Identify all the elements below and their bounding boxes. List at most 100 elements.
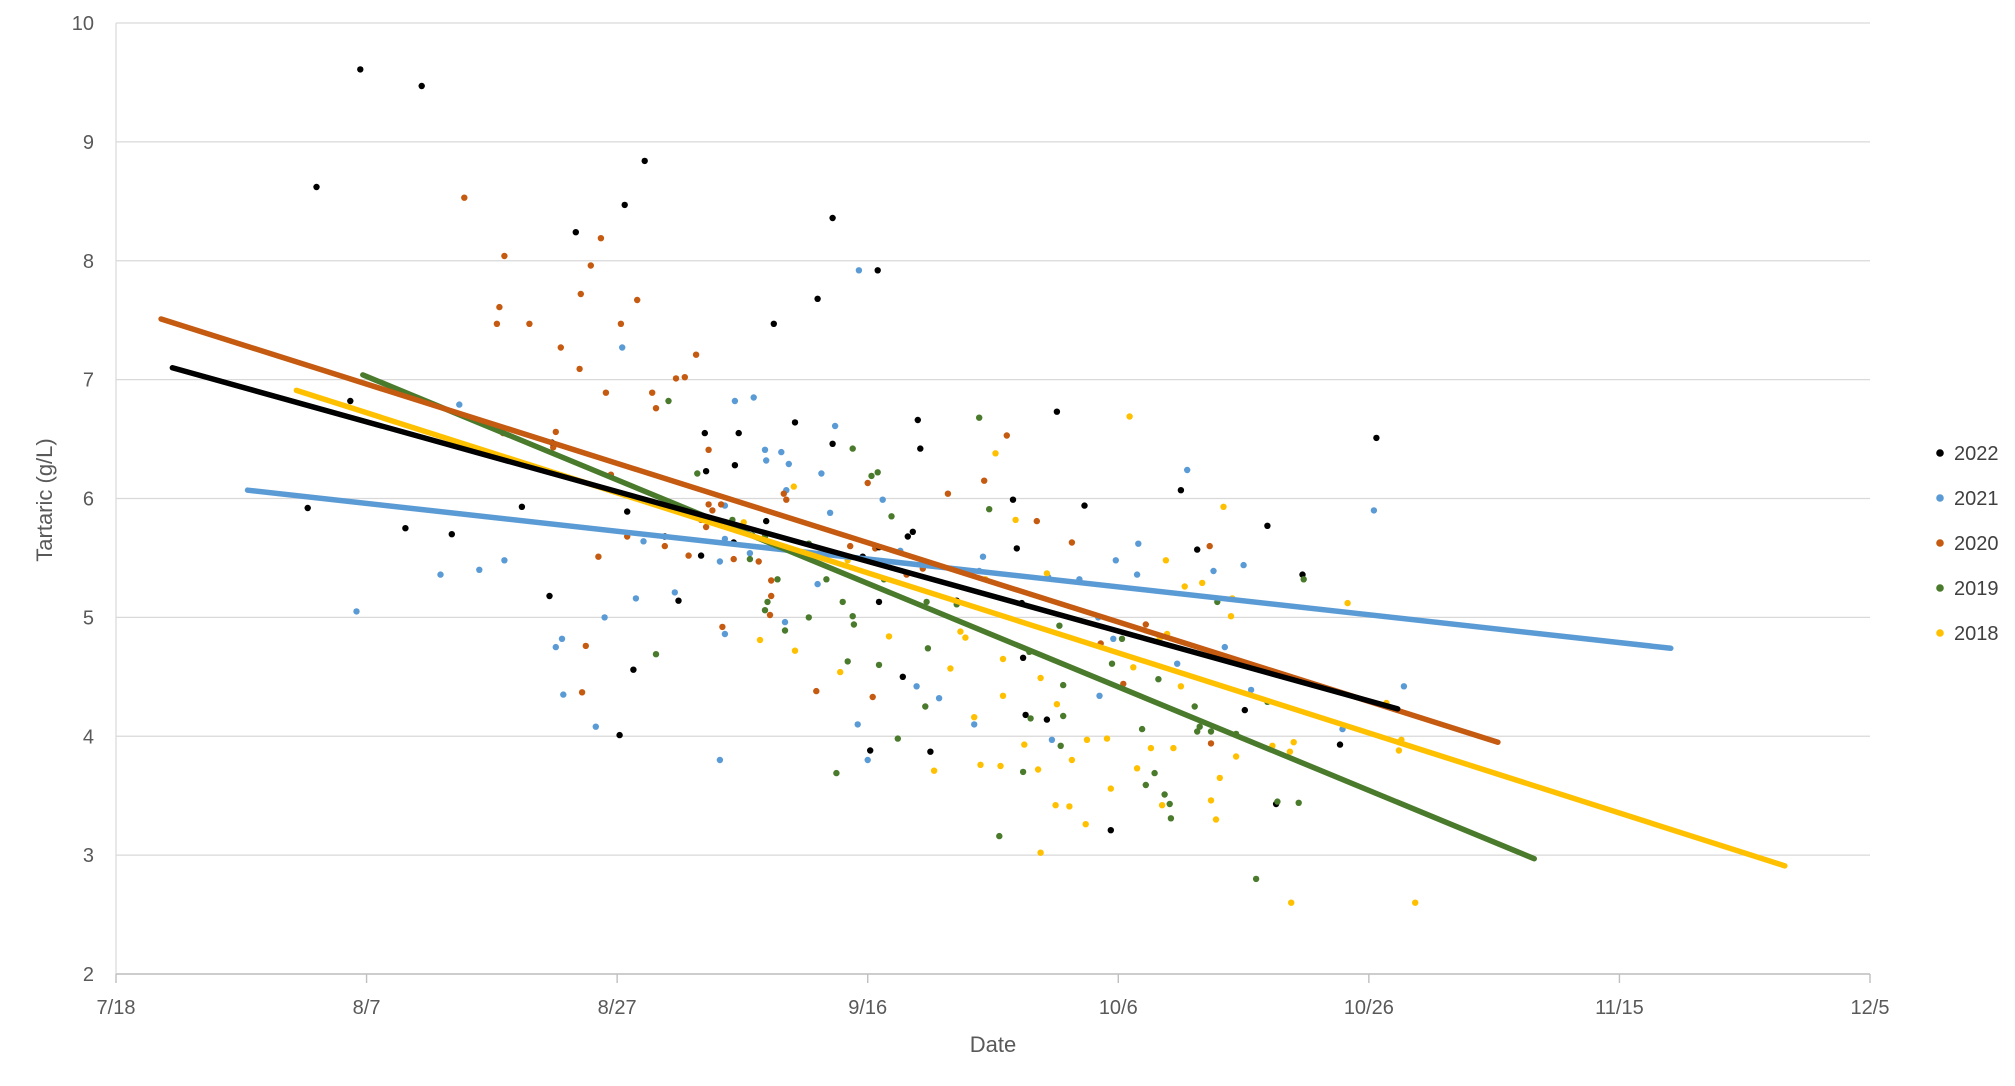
data-point-2022 (1022, 711, 1029, 719)
data-point-2022 (1373, 434, 1380, 442)
legend-label-2022: 2022 (1954, 443, 1999, 465)
legend-label-2021: 2021 (1954, 488, 1999, 510)
data-point-2019 (839, 598, 846, 606)
data-point-2021 (818, 470, 825, 477)
data-point-2020 (780, 490, 787, 497)
data-point-2019 (764, 598, 771, 606)
data-point-2021 (761, 446, 769, 453)
data-point-2018 (1181, 583, 1188, 590)
data-point-2018 (962, 634, 969, 641)
data-point-2019 (1252, 875, 1260, 883)
data-point-2021 (671, 589, 678, 596)
data-point-2021 (560, 691, 567, 698)
data-point-2022 (624, 508, 631, 515)
data-point-2020 (702, 523, 710, 531)
gridlines (116, 22, 1870, 975)
data-point-2018 (1068, 756, 1076, 764)
data-point-2020 (587, 262, 594, 269)
x-tick-label: 8/27 (598, 997, 637, 1019)
data-point-2018 (1037, 849, 1044, 856)
data-point-2022 (1241, 706, 1249, 714)
data-point-2018 (1034, 766, 1042, 773)
data-point-2020 (869, 693, 876, 701)
x-tick-label: 10/26 (1344, 997, 1394, 1019)
data-point-2018 (999, 692, 1007, 699)
data-point-2022 (904, 533, 911, 540)
data-point-2022 (814, 295, 821, 302)
data-point-2019 (1108, 660, 1116, 667)
data-point-2021 (716, 558, 724, 565)
data-point-2019 (849, 613, 856, 620)
legend-marker-2020 (1936, 539, 1944, 547)
data-point-2022 (1177, 487, 1185, 494)
data-point-2022 (829, 214, 836, 222)
data-point-2022 (875, 598, 883, 606)
data-point-2022 (899, 673, 906, 680)
y-tick-label: 10 (72, 13, 94, 35)
y-tick-label: 4 (83, 726, 94, 748)
data-point-2020 (717, 501, 725, 508)
points-series-2018 (740, 413, 1419, 906)
x-tick-label: 9/16 (848, 997, 887, 1019)
data-point-2022 (546, 592, 553, 600)
legend: 2022 2021 2020 2019 2018 (1936, 443, 1999, 645)
data-point-2018 (1232, 753, 1240, 760)
data-point-2021 (456, 401, 463, 408)
data-point-2022 (1013, 545, 1020, 552)
data-point-2021 (632, 595, 640, 602)
y-tick-label: 6 (83, 489, 94, 511)
data-point-2021 (640, 538, 647, 545)
data-point-2018 (1412, 899, 1419, 906)
legend-marker-2022 (1936, 449, 1944, 457)
data-point-2021 (879, 496, 886, 503)
data-point-2020 (557, 344, 564, 351)
data-point-2019 (823, 576, 830, 583)
x-tick-label: 8/7 (353, 997, 381, 1019)
data-point-2020 (981, 477, 988, 484)
data-point-2019 (986, 506, 993, 513)
data-point-2019 (1155, 676, 1162, 683)
data-point-2018 (997, 762, 1004, 770)
data-point-2021 (913, 683, 920, 690)
data-point-2018 (1158, 802, 1166, 809)
data-point-2022 (675, 597, 682, 604)
data-point-2020 (1206, 542, 1213, 550)
data-point-2019 (1151, 769, 1158, 777)
data-point-2018 (1288, 899, 1295, 906)
data-point-2019 (1057, 742, 1064, 749)
data-point-2018 (977, 761, 984, 768)
data-point-2021 (552, 643, 559, 651)
data-point-2022 (770, 320, 777, 327)
trend-lines (158, 316, 1788, 869)
data-point-2019 (652, 651, 660, 658)
data-point-2021 (1110, 635, 1117, 642)
data-point-2019 (1118, 635, 1126, 642)
data-point-2021 (1400, 683, 1408, 690)
legend-marker-2018 (1936, 629, 1944, 637)
data-point-2022 (402, 525, 409, 532)
data-point-2021 (864, 756, 871, 764)
data-point-2020 (847, 542, 854, 550)
data-point-2021 (778, 448, 785, 456)
data-point-2021 (731, 397, 739, 405)
data-point-2020 (755, 558, 762, 565)
data-point-2022 (927, 748, 934, 755)
data-point-2019 (781, 627, 789, 634)
data-point-2019 (976, 414, 983, 421)
data-point-2022 (701, 429, 708, 437)
data-point-2021 (1096, 692, 1103, 699)
data-point-2021 (353, 608, 360, 615)
y-tick-label: 3 (83, 845, 94, 867)
data-point-2020 (578, 689, 586, 696)
data-point-2019 (761, 607, 769, 614)
data-point-2018 (1207, 797, 1215, 804)
data-point-2020 (705, 501, 712, 508)
data-point-2019 (1019, 768, 1027, 776)
data-point-2020 (768, 577, 775, 584)
data-point-2022 (874, 267, 881, 274)
y-tick-label: 8 (83, 251, 94, 273)
data-point-2020 (1033, 517, 1041, 525)
data-point-2018 (992, 450, 999, 457)
